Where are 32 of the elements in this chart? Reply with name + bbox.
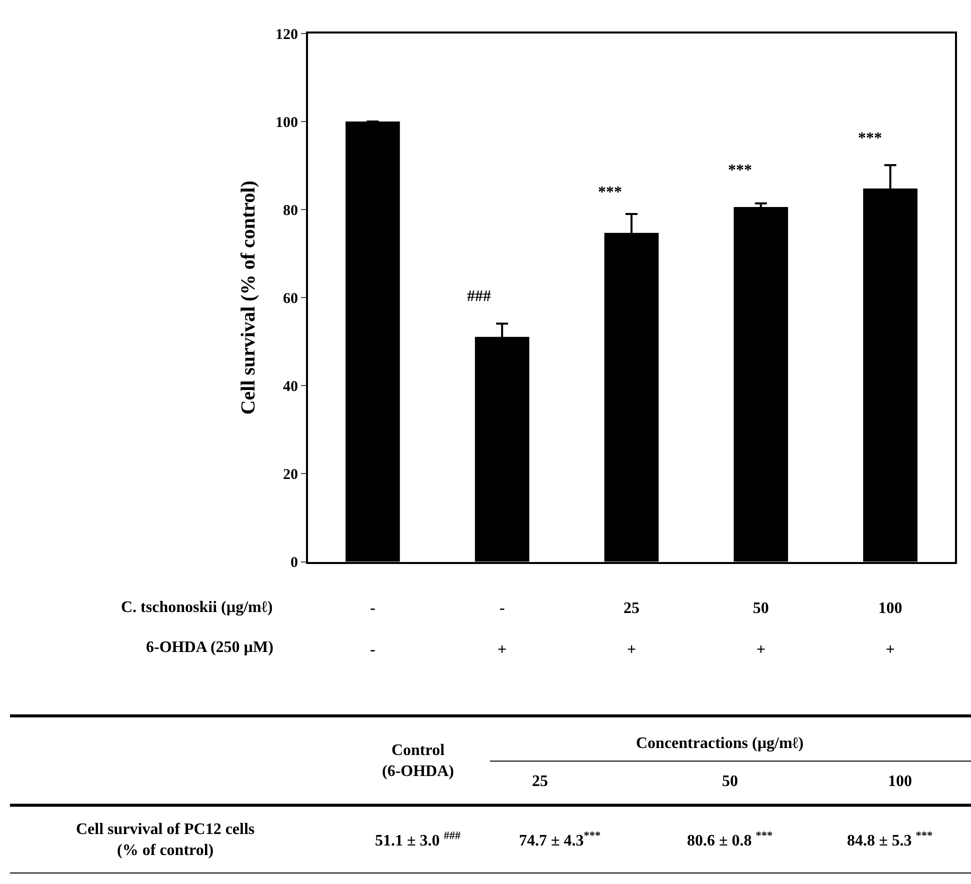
text: 25 (624, 600, 640, 617)
text: 51.1 ± 3.0 $^{###}$ (375, 830, 461, 850)
annotation: *** (598, 184, 622, 201)
category-label: + (756, 642, 766, 659)
annotation: *** (728, 162, 752, 179)
text: Cell survival of PC12 cells (% of control) (76, 821, 255, 859)
text: Control (6-OHDA) (382, 742, 454, 780)
text: 84.8 ± 5.3 $^{***}$ (847, 830, 933, 850)
text: 25 (532, 773, 548, 790)
category-label: - + (498, 600, 507, 659)
y-tick-label: 120 (276, 26, 298, 43)
text: 50 (722, 773, 738, 790)
annotation: *** (858, 130, 882, 147)
y-tick-label: 0 (290, 555, 298, 572)
y-tick-label: 60 (283, 290, 298, 307)
text: C. tschonoskii (µg/mℓ) (121, 599, 273, 616)
text: Concentractions (µg/mℓ) (636, 735, 804, 752)
text: 100 (888, 773, 912, 790)
category-label: - - (370, 600, 376, 659)
annotation: ### (467, 288, 491, 305)
text: 6-OHDA (250 µM) (146, 639, 274, 656)
y-tick-label: 40 (283, 378, 298, 395)
text: 50 (752, 600, 769, 617)
y-tick-label: 100 (276, 114, 298, 131)
text: 100 (878, 600, 902, 617)
y-axis-title: Cell survival (% of control) (238, 180, 260, 415)
y-tick-label: 80 (283, 202, 298, 219)
text: 80.6 ± 0.8 $^{***}$ (687, 830, 773, 850)
y-tick-label: 20 (283, 466, 298, 483)
category-label: + (886, 642, 895, 659)
category-label: + (626, 642, 636, 659)
text: 74.7 ± 4.3$^{***}$ (519, 830, 601, 850)
